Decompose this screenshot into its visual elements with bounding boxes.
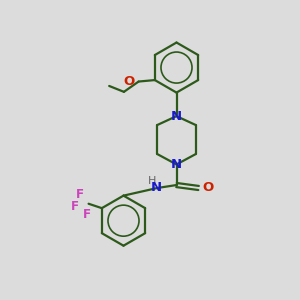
Text: F: F [76, 188, 84, 201]
Text: N: N [151, 182, 162, 194]
Text: F: F [71, 200, 79, 213]
Text: H: H [148, 176, 156, 186]
Text: N: N [171, 158, 182, 171]
Text: N: N [171, 110, 182, 123]
Text: O: O [202, 182, 214, 194]
Text: F: F [83, 208, 91, 220]
Text: O: O [124, 75, 135, 88]
